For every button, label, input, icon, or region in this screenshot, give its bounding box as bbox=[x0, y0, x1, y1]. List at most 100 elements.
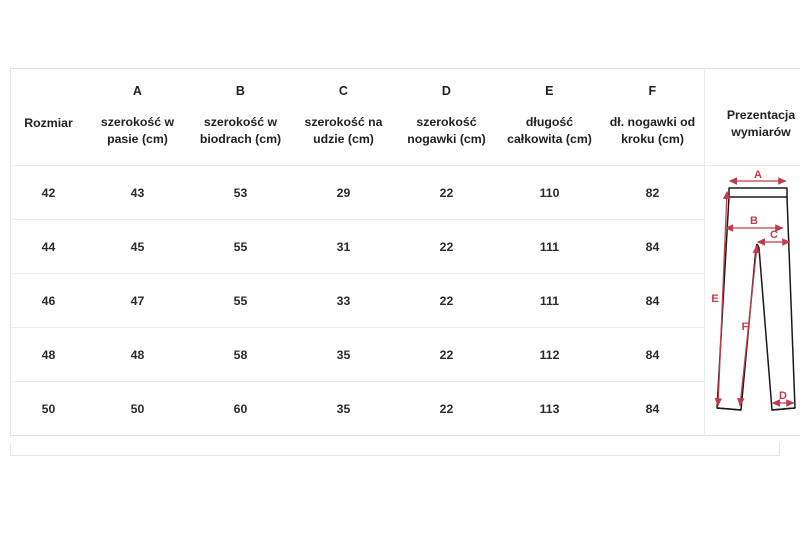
value-size: 46 bbox=[41, 293, 56, 308]
column-label-e: długość całkowita (cm) bbox=[507, 114, 592, 147]
value-b: 60 bbox=[233, 401, 248, 416]
cell-d: 22 bbox=[395, 273, 498, 328]
cell-e: 112 bbox=[498, 327, 601, 382]
value-a: 45 bbox=[130, 239, 145, 254]
value-e: 113 bbox=[539, 401, 560, 416]
cell-b: 60 bbox=[189, 381, 292, 436]
value-size: 50 bbox=[41, 401, 56, 416]
column-label-diagram: Prezentacja wymiarów bbox=[726, 107, 796, 139]
cell-a: 50 bbox=[86, 381, 189, 436]
value-b: 55 bbox=[233, 239, 248, 254]
column-letter-f: F bbox=[648, 84, 657, 99]
cell-a: 43 bbox=[86, 165, 189, 220]
cell-size: 46 bbox=[10, 273, 86, 328]
cell-f: 84 bbox=[601, 327, 705, 382]
cell-size: 44 bbox=[10, 219, 86, 274]
cell-e: 111 bbox=[498, 273, 601, 328]
column-label-f: dł. nogawki od kroku (cm) bbox=[609, 114, 696, 147]
column-label-d: szerokość nogawki (cm) bbox=[407, 114, 486, 147]
value-f: 82 bbox=[645, 185, 660, 200]
cell-e: 113 bbox=[498, 381, 601, 436]
cell-d: 22 bbox=[395, 165, 498, 220]
table-row: 50 50 60 35 22 113 84 bbox=[10, 381, 800, 436]
table-row: 48 48 58 35 22 112 84 bbox=[10, 327, 800, 382]
value-a: 48 bbox=[130, 347, 145, 362]
value-c: 31 bbox=[336, 239, 351, 254]
cell-b: 53 bbox=[189, 165, 292, 220]
column-header-f: F dł. nogawki od kroku (cm) bbox=[601, 69, 705, 166]
column-label-b: szerokość w biodrach (cm) bbox=[199, 114, 282, 147]
column-header-e: E długość całkowita (cm) bbox=[498, 69, 601, 166]
value-d: 22 bbox=[439, 347, 454, 362]
table-row: 46 47 55 33 22 111 84 bbox=[10, 273, 800, 328]
cell-f: 84 bbox=[601, 273, 705, 328]
value-size: 42 bbox=[41, 185, 56, 200]
column-letter-c: C bbox=[338, 84, 349, 99]
value-f: 84 bbox=[645, 239, 660, 254]
value-a: 50 bbox=[130, 401, 145, 416]
cell-c: 29 bbox=[292, 165, 395, 220]
cell-c: 35 bbox=[292, 381, 395, 436]
cell-a: 47 bbox=[86, 273, 189, 328]
diagram-label-c: C bbox=[770, 229, 778, 241]
value-size: 48 bbox=[41, 347, 56, 362]
value-e: 110 bbox=[539, 185, 560, 200]
diagram-label-e: E bbox=[711, 293, 718, 305]
value-e: 112 bbox=[539, 347, 560, 362]
value-d: 22 bbox=[439, 293, 454, 308]
cell-d: 22 bbox=[395, 327, 498, 382]
value-a: 43 bbox=[130, 185, 145, 200]
cell-e: 111 bbox=[498, 219, 601, 274]
cell-e: 110 bbox=[498, 165, 601, 220]
column-letter-d: D bbox=[441, 84, 452, 99]
value-d: 22 bbox=[439, 401, 454, 416]
diagram-label-d: D bbox=[779, 390, 787, 402]
column-letter-a: A bbox=[132, 84, 143, 99]
column-header-b: B szerokość w biodrach (cm) bbox=[189, 69, 292, 166]
cell-a: 48 bbox=[86, 327, 189, 382]
column-letter-b: B bbox=[235, 84, 246, 99]
column-letter-e: E bbox=[545, 84, 554, 99]
diagram-label-f: F bbox=[742, 321, 749, 333]
value-b: 58 bbox=[233, 347, 248, 362]
column-label-a: szerokość w pasie (cm) bbox=[100, 114, 175, 147]
column-header-a: A szerokość w pasie (cm) bbox=[86, 69, 189, 166]
value-f: 84 bbox=[645, 347, 660, 362]
cell-b: 55 bbox=[189, 219, 292, 274]
column-label: Rozmiar bbox=[24, 116, 73, 131]
cell-f: 84 bbox=[601, 219, 705, 274]
cell-c: 35 bbox=[292, 327, 395, 382]
cell-c: 33 bbox=[292, 273, 395, 328]
size-chart-table: Rozmiar A szerokość w pasie (cm) B szero… bbox=[10, 68, 800, 436]
cell-c: 31 bbox=[292, 219, 395, 274]
diagram-cell: A B C D E F bbox=[704, 165, 800, 436]
value-c: 35 bbox=[336, 401, 351, 416]
value-d: 22 bbox=[439, 239, 454, 254]
column-header-size: Rozmiar bbox=[11, 69, 87, 166]
value-d: 22 bbox=[439, 185, 454, 200]
table-row: 44 45 55 31 22 111 84 bbox=[10, 219, 800, 274]
value-e: 111 bbox=[539, 239, 560, 254]
column-header-d: D szerokość nogawki (cm) bbox=[395, 69, 498, 166]
cell-size: 42 bbox=[10, 165, 86, 220]
value-c: 35 bbox=[336, 347, 351, 362]
value-c: 33 bbox=[336, 293, 351, 308]
value-b: 55 bbox=[233, 293, 248, 308]
column-label-c: szerokość na udzie (cm) bbox=[304, 114, 383, 147]
value-b: 53 bbox=[233, 185, 248, 200]
cell-f: 84 bbox=[601, 381, 705, 436]
value-f: 84 bbox=[645, 293, 660, 308]
value-a: 47 bbox=[130, 293, 145, 308]
pants-diagram: A B C D E F bbox=[705, 170, 800, 432]
cell-size: 50 bbox=[10, 381, 86, 436]
cell-d: 22 bbox=[395, 381, 498, 436]
cell-d: 22 bbox=[395, 219, 498, 274]
cell-a: 45 bbox=[86, 219, 189, 274]
value-e: 111 bbox=[539, 293, 560, 308]
table-footer-strip bbox=[10, 443, 780, 456]
table-header-row: Rozmiar A szerokość w pasie (cm) B szero… bbox=[11, 68, 800, 166]
cell-b: 55 bbox=[189, 273, 292, 328]
cell-b: 58 bbox=[189, 327, 292, 382]
value-f: 84 bbox=[645, 401, 660, 416]
cell-f: 82 bbox=[601, 165, 705, 220]
